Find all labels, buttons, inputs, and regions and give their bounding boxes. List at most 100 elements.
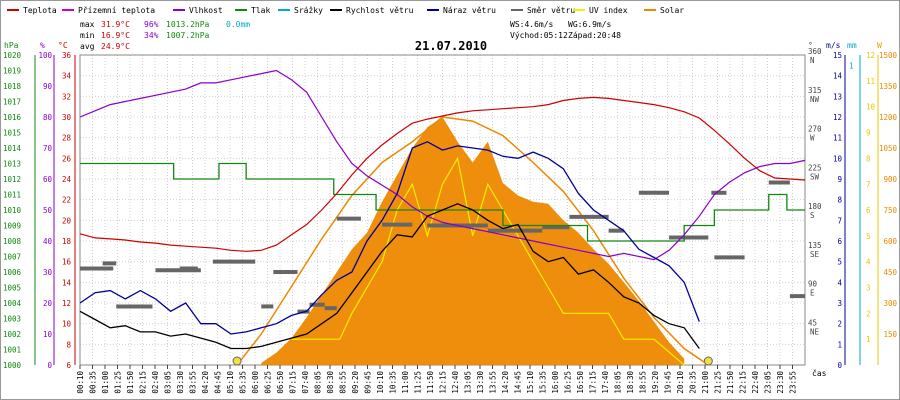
direction-tick: 180 (808, 202, 822, 211)
x-tick-label: 08:30 (326, 371, 335, 394)
stats-max-rain: 0.0mm (226, 20, 250, 29)
pressure-tick: 1020 (3, 51, 22, 60)
stats-max-label: max (80, 20, 95, 29)
wind-tick: 3 (837, 299, 842, 308)
x-tick-label: 23:30 (776, 371, 785, 394)
pressure-tick: 1000 (3, 361, 22, 370)
wind-tick: 2 (837, 320, 842, 329)
axis-headers: hPa % °C ° m/s mm W čas (4, 41, 882, 378)
solar-tick: 1500 (879, 51, 898, 60)
direction-tick-label: NW (810, 95, 820, 104)
direction-tick-label: E (810, 289, 815, 298)
pressure-tick: 1004 (3, 299, 22, 308)
solar-tick: 900 (883, 175, 897, 184)
stats-min-label: min (80, 31, 95, 40)
x-tick-label: 20:35 (689, 371, 698, 394)
stats-max-press: 1013.2hPa (166, 20, 210, 29)
x-tick-label: 02:40 (151, 371, 160, 394)
pressure-tick: 1012 (3, 175, 21, 184)
direction-axis-title: ° (808, 41, 813, 50)
x-tick-label: 03:30 (176, 371, 185, 394)
uv-axis-title: W (877, 41, 882, 50)
temperature-tick: 16 (62, 258, 72, 267)
humidity-tick: 0 (47, 361, 52, 370)
x-tick-label: 08:55 (339, 371, 348, 394)
stats-avg-temp: 24.9°C (101, 42, 130, 51)
pressure-tick: 1017 (3, 98, 21, 107)
x-tick-label: 21:25 (714, 371, 723, 394)
pressure-tick: 1013 (3, 160, 21, 169)
x-tick-label: 18:30 (626, 371, 635, 394)
temperature-tick: 22 (62, 196, 71, 205)
x-tick-label: 02:15 (139, 371, 148, 394)
direction-tick-label: N (810, 56, 815, 65)
x-tick-label: 23:55 (789, 371, 798, 394)
x-tick-label: 11:25 (414, 371, 423, 394)
x-tick-label: 17:40 (601, 371, 610, 394)
uv-tick: 9 (866, 129, 871, 138)
x-tick-label: 04:45 (214, 371, 223, 394)
pressure-tick: 1008 (3, 237, 22, 246)
x-tick-label: 19:45 (664, 371, 673, 394)
solar-tick: 300 (883, 299, 897, 308)
chart-title: 21.07.2010 (415, 39, 487, 53)
pressure-tick: 1009 (3, 222, 21, 231)
direction-tick-label: W (810, 134, 815, 143)
temperature-tick: 36 (62, 51, 72, 60)
wind-tick: 1 (837, 340, 842, 349)
uv-tick: 12 (866, 51, 875, 60)
uv-tick: 8 (866, 154, 871, 163)
direction-tick-label: S (810, 211, 815, 220)
wind-tick: 11 (833, 134, 842, 143)
temperature-tick: 6 (66, 361, 71, 370)
direction-tick: 360 (808, 47, 822, 56)
x-tick-label: 06:50 (276, 371, 285, 394)
wind-gust-line (79, 141, 700, 335)
wind-tick: 5 (837, 258, 842, 267)
wind-tick: 12 (833, 113, 842, 122)
x-tick-label: 14:45 (514, 371, 523, 394)
pressure-tick: 1002 (3, 330, 21, 339)
x-tick-label: 21:00 (701, 371, 710, 394)
humidity-axis-title: % (40, 41, 45, 50)
x-tick-label: 01:25 (114, 371, 123, 394)
wind-tick: 9 (837, 175, 842, 184)
pressure-tick: 1005 (3, 284, 21, 293)
plot-area (79, 69, 806, 366)
x-tick-label: 01:00 (101, 371, 110, 394)
direction-tick-label: SW (810, 172, 820, 181)
x-tick-label: 10:35 (389, 371, 398, 394)
uv-line (291, 156, 685, 366)
x-tick-label: 11:50 (426, 371, 435, 394)
solar-area (261, 117, 685, 365)
uv-tick: 3 (866, 284, 871, 293)
temperature-tick: 8 (66, 340, 71, 349)
temperature-tick: 32 (62, 92, 71, 101)
legend-label-9: Solar (660, 6, 684, 15)
solar-tick: 750 (883, 206, 897, 215)
legend-label-2: Vlhkost (189, 6, 223, 15)
rain-axis-title: mm (847, 41, 857, 50)
humidity-tick: 100 (38, 51, 52, 60)
wind-gust-avg: WG:6.9m/s (568, 20, 612, 29)
x-tick-label: 18:55 (639, 371, 648, 394)
pressure-tick: 1018 (3, 82, 22, 91)
x-tick-label: 15:35 (539, 371, 548, 394)
pressure-tick: 1019 (3, 67, 21, 76)
x-tick-label: 09:45 (364, 371, 373, 394)
wind-tick: 0 (837, 361, 842, 370)
x-tick-label: 13:05 (464, 371, 473, 394)
wind-tick: 4 (837, 278, 842, 287)
pressure-tick: 1007 (3, 253, 21, 262)
humidity-tick: 90 (43, 82, 53, 91)
uv-tick: 1 (866, 335, 871, 344)
humidity-tick: 30 (43, 268, 53, 277)
temperature-tick: 24 (62, 175, 72, 184)
x-tick-label: 03:55 (189, 371, 198, 394)
legend-label-0: Teplota (23, 6, 57, 15)
direction-tick: 45 (808, 318, 817, 327)
solar-tick: 1050 (879, 144, 898, 153)
uv-tick: 2 (866, 309, 871, 318)
x-tick-label: 06:00 (251, 371, 260, 394)
